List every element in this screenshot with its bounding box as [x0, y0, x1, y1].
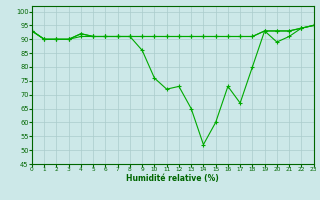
X-axis label: Humidité relative (%): Humidité relative (%): [126, 174, 219, 183]
